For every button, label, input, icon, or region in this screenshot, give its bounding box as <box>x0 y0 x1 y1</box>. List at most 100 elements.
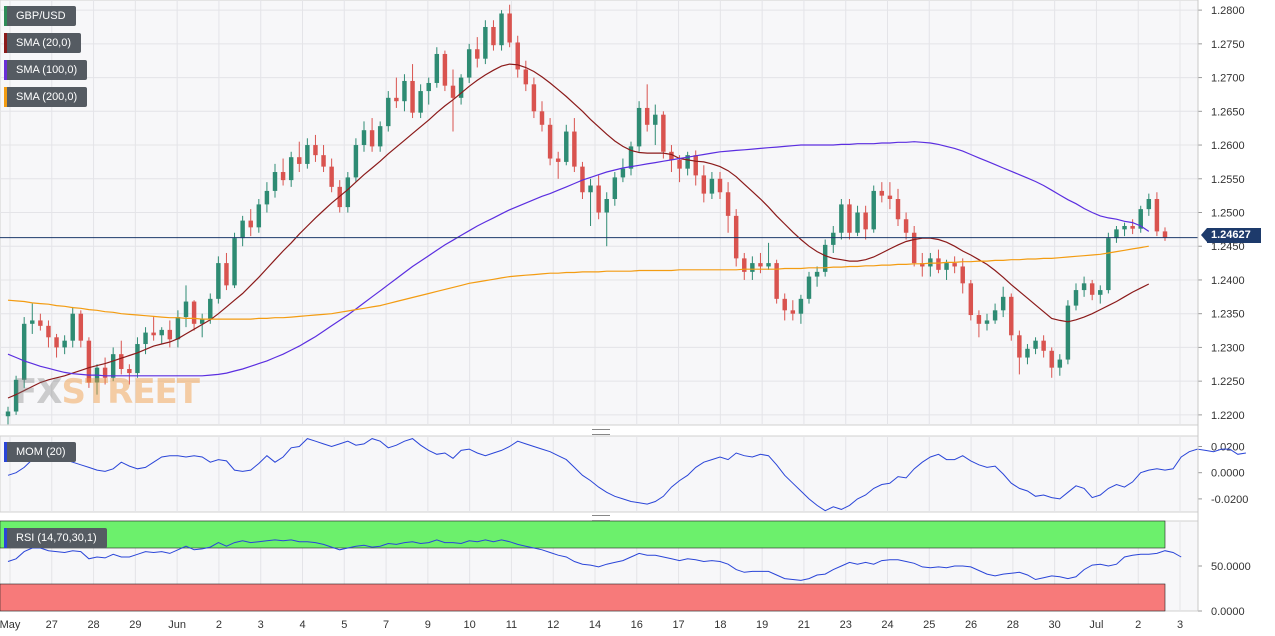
candle-body <box>1146 199 1152 210</box>
pane-resize-handle-1[interactable] <box>592 429 610 435</box>
candle-body <box>636 107 642 147</box>
fxstreet-watermark-logo: FXSTREET <box>14 372 200 412</box>
candle-body <box>216 263 221 299</box>
candle-body <box>321 155 326 167</box>
price-axis-tick-label: 1.2700 <box>1211 73 1245 85</box>
candle-body <box>491 26 496 46</box>
candle-body <box>1049 350 1054 368</box>
rsi-overbought-zone <box>0 520 1166 549</box>
candle-body <box>620 168 626 178</box>
x-axis-tick-label: 16 <box>631 619 643 631</box>
candle-body <box>944 263 949 270</box>
legend-pair[interactable]: GBP/USD <box>4 6 76 26</box>
pane-resize-handle-2[interactable] <box>592 515 610 521</box>
candle-body <box>693 155 698 176</box>
x-axis-tick-label: 11 <box>506 619 517 631</box>
candle-body <box>305 145 310 164</box>
x-axis-tick-label: 2 <box>1135 619 1141 631</box>
candle-body <box>847 204 852 233</box>
sma20-line <box>7 63 1150 399</box>
momentum-line <box>7 438 1246 512</box>
price-axis-tick-label: 1.2300 <box>1211 342 1245 354</box>
candle-body <box>377 126 383 147</box>
x-axis-tick-label: 28 <box>87 619 99 631</box>
legend-momentum-swatch <box>4 442 7 462</box>
candle-body <box>208 298 213 320</box>
legend-sma200[interactable]: SMA (200,0) <box>4 87 88 107</box>
x-axis-tick-label: 21 <box>798 619 810 631</box>
momentum-axis-tick-label: 0.0200 <box>1211 441 1245 453</box>
candle-body <box>653 114 658 125</box>
candle-body <box>450 85 456 98</box>
candle-body <box>555 158 561 162</box>
x-axis-tick-label: 5 <box>341 619 347 631</box>
candle-body <box>54 337 59 348</box>
candle-body <box>766 263 771 267</box>
candle-body <box>863 212 868 230</box>
x-axis-tick-label: 30 <box>1049 619 1061 631</box>
candle-body <box>507 13 512 43</box>
x-axis-tick-label: 4 <box>299 619 305 631</box>
x-axis-tick-label: 19 <box>756 619 768 631</box>
x-axis-tick-label: 17 <box>672 619 684 631</box>
x-axis-tick-label: 25 <box>923 619 935 631</box>
candle-body <box>86 340 92 383</box>
candle-body <box>596 185 601 213</box>
legend-rsi-swatch <box>4 528 7 548</box>
candle-body <box>669 151 674 160</box>
candle-body <box>1138 209 1143 229</box>
rsi-oversold-zone <box>0 583 1166 612</box>
candle-body <box>1057 359 1063 368</box>
candle-body <box>523 69 529 85</box>
x-axis-tick-label: 26 <box>965 619 977 631</box>
x-axis-tick-label: 3 <box>258 619 264 631</box>
legend-momentum[interactable]: MOM (20) <box>4 442 76 462</box>
candle-body <box>353 145 359 178</box>
candle-body <box>135 344 140 374</box>
candle-body <box>685 155 690 169</box>
candle-body <box>313 145 318 156</box>
price-axis-tick-label: 1.2400 <box>1211 275 1245 287</box>
candle-body <box>499 13 504 46</box>
legend-pair-label: GBP/USD <box>16 10 66 22</box>
x-axis-tick-label: 18 <box>714 619 726 631</box>
candles-group <box>5 4 1168 425</box>
legend-momentum-label: MOM (20) <box>16 446 66 458</box>
x-axis-tick-label: 23 <box>840 619 852 631</box>
candle-body <box>1009 296 1014 336</box>
candle-body <box>475 49 480 59</box>
legend-sma100[interactable]: SMA (100,0) <box>4 60 88 80</box>
legend-rsi[interactable]: RSI (14,70,30,1) <box>4 528 107 548</box>
candle-body <box>434 53 440 83</box>
x-axis-tick-label: 28 <box>1007 619 1019 631</box>
candle-body <box>418 91 423 113</box>
legend-sma20-label: SMA (20,0) <box>16 37 72 49</box>
candle-body <box>1081 283 1087 291</box>
x-axis-tick-label: 3 <box>1177 619 1183 631</box>
candle-body <box>1122 225 1127 230</box>
candle-body <box>1033 340 1038 349</box>
rsi-line <box>7 539 1182 581</box>
candle-body <box>183 301 189 318</box>
candle-body <box>798 298 804 314</box>
price-axis-tick-label: 1.2450 <box>1211 241 1245 253</box>
candle-body <box>717 178 723 193</box>
candle-body <box>13 379 19 412</box>
candle-body <box>329 166 334 187</box>
watermark-suffix: STREET <box>61 372 200 412</box>
candle-body <box>750 263 755 272</box>
candle-body <box>758 263 763 267</box>
candle-body <box>426 82 431 92</box>
candle-body <box>442 53 448 86</box>
candle-body <box>547 124 553 159</box>
candle-body <box>458 77 464 98</box>
candle-body <box>968 283 974 316</box>
candle-body <box>70 313 75 341</box>
candle-body <box>531 84 537 112</box>
legend-sma20[interactable]: SMA (20,0) <box>4 33 82 53</box>
candle-body <box>248 220 253 228</box>
price-axis-tick-label: 1.2600 <box>1211 140 1245 152</box>
candle-body <box>701 175 707 194</box>
